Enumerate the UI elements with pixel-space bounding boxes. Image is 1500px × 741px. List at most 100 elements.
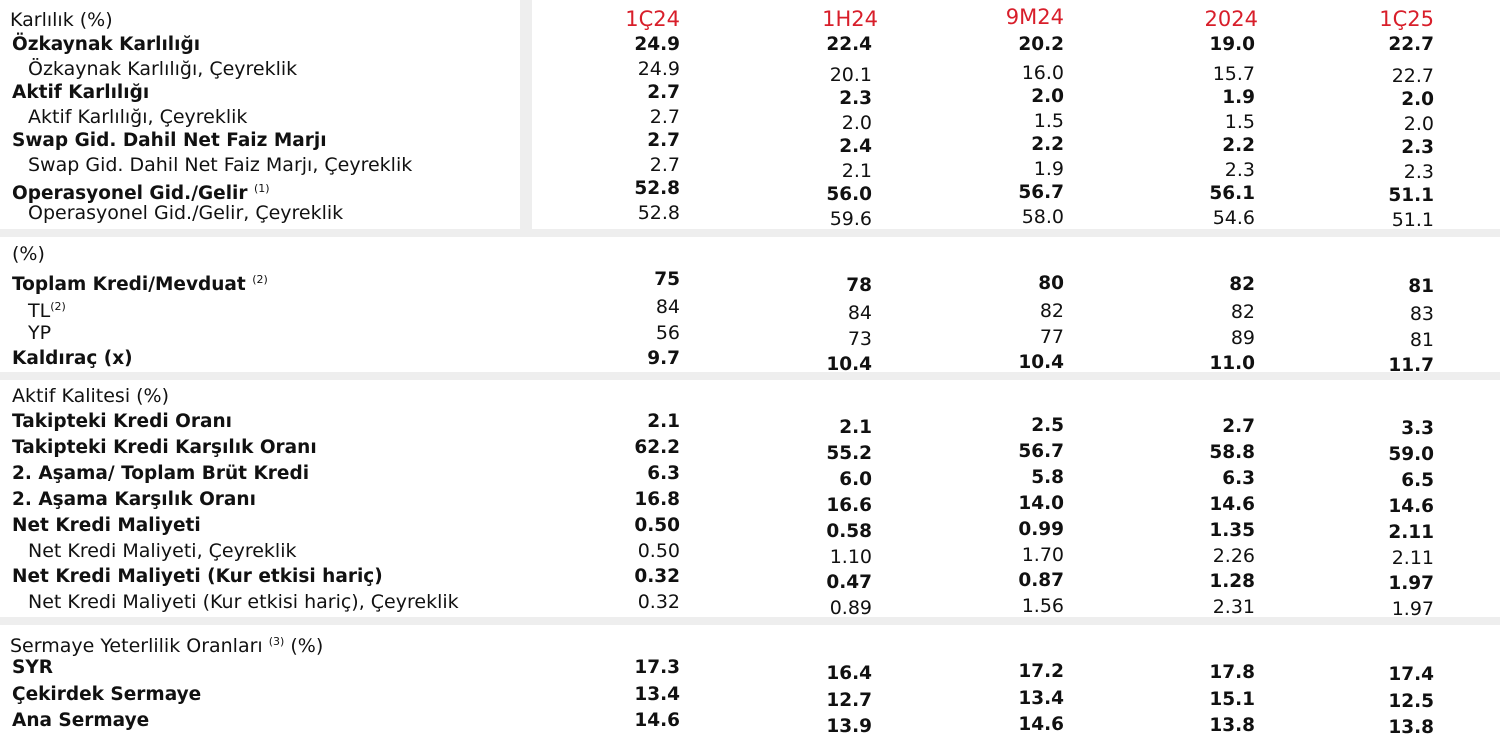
row-label-footnote: (1) [253,182,270,195]
section-title-aktif-kalitesi: Aktif Kalitesi (%) [12,385,170,407]
row-label-text: Çekirdek Sermaye [12,684,202,705]
value-cell: 81 [1408,276,1434,297]
value-cell: 14.0 [1018,493,1064,514]
value-cell: 2.26 [1212,545,1255,567]
value-cell: 16.0 [1021,62,1064,84]
panel-sermaye [0,625,1500,741]
value-cell: 17.2 [1018,661,1064,682]
value-cell: 16.6 [826,495,872,516]
value-cell: 2.3 [1401,137,1434,158]
value-cell: 84 [655,296,680,318]
row-label: Net Kredi Maliyeti (Kur etkisi hariç), Ç… [28,591,459,613]
row-label-text: SYR [12,657,53,678]
value-cell: 20.2 [1018,34,1064,55]
row-label: Takipteki Kredi Karşılık Oranı [12,437,317,459]
column-header-4: 2024 [1204,7,1258,31]
row-label-text: Kaldıraç (x) [12,348,133,369]
value-cell: 2.11 [1391,547,1434,569]
value-cell: 2.3 [1403,161,1434,183]
panel-karlilik-values [532,0,1500,229]
row-label-text: Net Kredi Maliyeti (Kur etkisi hariç), Ç… [28,591,459,613]
value-cell: 16.8 [634,489,680,510]
section-title-sermaye-unit: (%) [284,635,324,657]
row-label-text: TL [28,300,51,322]
value-cell: 19.0 [1209,34,1255,55]
value-cell: 12.7 [826,690,872,711]
row-label: Kaldıraç (x) [12,348,133,370]
value-cell: 13.8 [1388,717,1434,738]
value-cell: 59.0 [1388,444,1434,465]
value-cell: 0.87 [1018,570,1064,591]
row-label: 2. Aşama Karşılık Oranı [12,489,256,511]
row-label: Takipteki Kredi Oranı [12,411,232,433]
value-cell: 62.2 [634,437,680,458]
value-cell: 24.9 [637,58,680,80]
value-cell: 3.3 [1401,418,1434,439]
row-label-text: Swap Gid. Dahil Net Faiz Marjı [12,130,327,151]
row-label-text: Operasyonel Gid./Gelir [12,183,248,204]
value-cell: 2.2 [1222,135,1255,156]
row-label-text: Net Kredi Maliyeti [12,515,201,536]
value-cell: 2.7 [649,106,680,128]
value-cell: 6.3 [647,463,680,484]
value-cell: 10.4 [826,354,872,375]
value-cell: 1.97 [1391,598,1434,620]
value-cell: 10.4 [1018,352,1064,373]
value-cell: 54.6 [1212,207,1255,229]
value-cell: 59.6 [829,208,872,230]
value-cell: 2.3 [839,88,872,109]
value-cell: 13.4 [1018,688,1064,709]
row-label-text: Özkaynak Karlılığı [12,34,201,55]
row-label-text: Ana Sermaye [12,710,150,731]
value-cell: 14.6 [1018,714,1064,735]
value-cell: 52.8 [637,202,680,224]
row-label: Ana Sermaye [12,710,149,732]
value-cell: 2.7 [647,82,680,103]
row-label: YP [28,322,51,344]
row-label: Özkaynak Karlılığı [12,34,200,56]
value-cell: 0.32 [634,566,680,587]
value-cell: 0.50 [637,540,680,562]
column-header-1: 1Ç24 [625,7,680,31]
value-cell: 52.8 [634,178,680,199]
value-cell: 77 [1039,326,1064,348]
value-cell: 56.0 [826,184,872,205]
value-cell: 0.89 [829,597,872,619]
row-label: Net Kredi Maliyeti (Kur etkisi hariç) [12,566,383,588]
value-cell: 84 [847,302,872,324]
value-cell: 2.3 [1224,159,1255,181]
value-cell: 14.6 [1388,496,1434,517]
value-cell: 6.3 [1222,468,1255,489]
value-cell: 2.0 [1403,113,1434,135]
row-label-text: Operasyonel Gid./Gelir, Çeyreklik [28,202,344,224]
value-cell: 1.5 [1033,110,1064,132]
value-cell: 82 [1039,300,1064,322]
value-cell: 1.56 [1021,595,1064,617]
row-label-footnote: (2) [50,300,66,313]
column-header-3: 9M24 [1005,5,1064,29]
value-cell: 1.35 [1209,520,1255,541]
row-label: Net Kredi Maliyeti [12,515,201,537]
column-header-5: 1Ç25 [1379,7,1434,31]
value-cell: 6.5 [1401,470,1434,491]
panel-kredi-mevduat [0,237,1500,372]
value-cell: 2.0 [1031,86,1064,107]
value-cell: 56.1 [1209,183,1255,204]
row-label-text: Net Kredi Maliyeti, Çeyreklik [28,540,297,562]
row-label-text: Net Kredi Maliyeti (Kur etkisi hariç) [12,566,383,587]
value-cell: 22.7 [1388,34,1434,55]
value-cell: 58.8 [1209,442,1255,463]
row-label-footnote: (2) [252,273,268,286]
section-title-karlilik: Karlılık (%) [10,9,113,31]
value-cell: 75 [654,269,680,290]
panel-aktif-kalitesi [0,380,1500,617]
value-cell: 0.99 [1018,519,1064,540]
row-label-text: 2. Aşama/ Toplam Brüt Kredi [12,463,310,484]
column-header-2: 1H24 [822,7,878,31]
value-cell: 2.1 [647,411,680,432]
value-cell: 0.32 [637,591,680,613]
value-cell: 15.1 [1209,689,1255,710]
row-label-text: Aktif Karlılığı [12,82,150,103]
value-cell: 2.0 [841,112,872,134]
value-cell: 11.7 [1388,355,1434,376]
